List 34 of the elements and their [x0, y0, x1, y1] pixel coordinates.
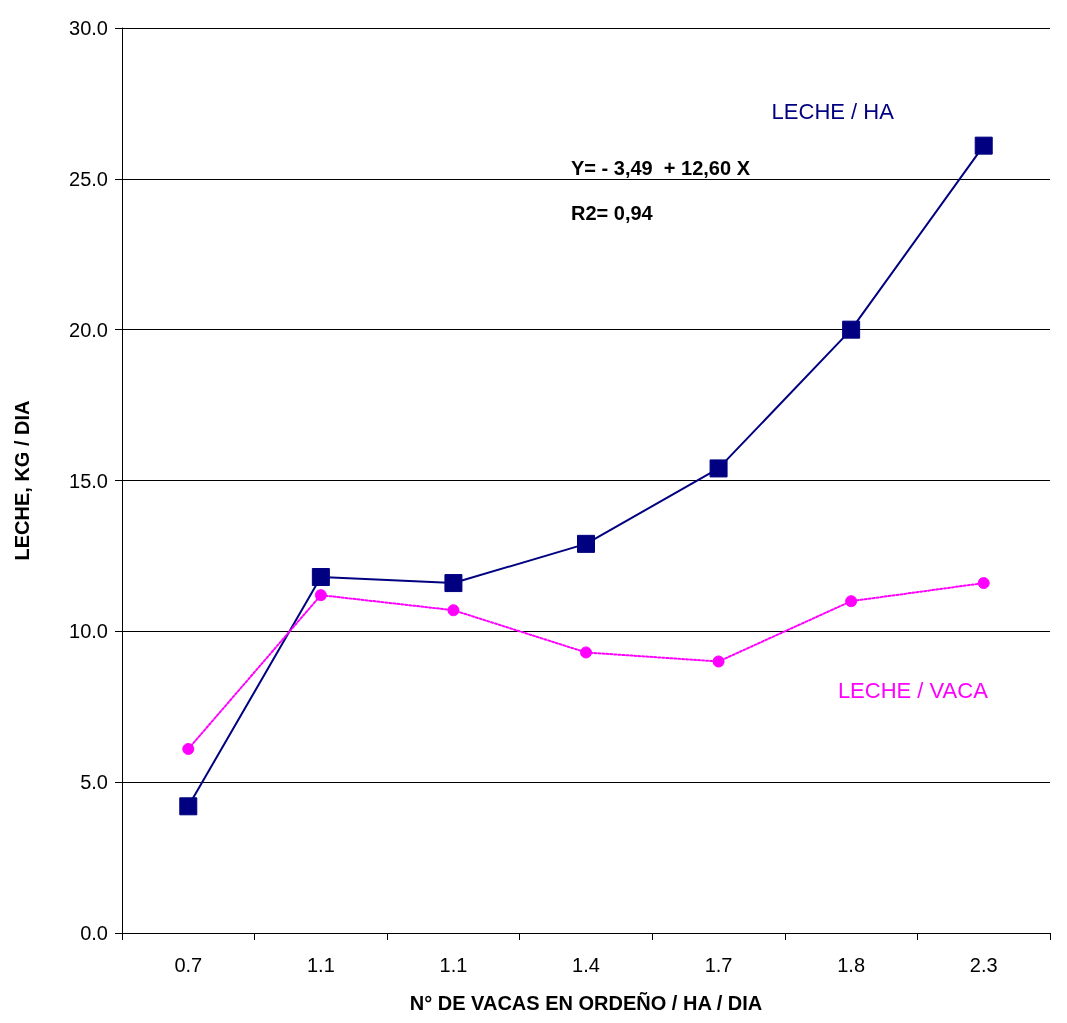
point	[577, 534, 595, 553]
point	[845, 595, 858, 608]
y-tick-label: 5.0	[80, 771, 108, 794]
point	[842, 320, 861, 339]
y-tick-label: 15.0	[69, 469, 108, 492]
x-tick-label: 1.7	[704, 954, 733, 976]
x-tick-label: 0.7	[174, 954, 203, 976]
x-tick-label: 1.8	[837, 954, 866, 976]
x-axis-title: N° DE VACAS EN ORDEÑO / HA / DIA	[409, 992, 763, 1014]
x-tick-label: 1.1	[306, 954, 335, 976]
y-tick-label: 10.0	[69, 620, 108, 643]
point	[311, 568, 330, 587]
text: LECHE / HA	[771, 98, 895, 124]
y-axis-title: LECHE, KG / DIA	[11, 400, 33, 561]
point	[444, 574, 463, 593]
point	[314, 589, 327, 602]
y-tick-label: 30.0	[69, 17, 108, 39]
x-tick-label: 1.4	[572, 954, 600, 976]
annotation: Y= - 3,49 + 12,60 X	[571, 156, 751, 179]
point	[974, 136, 993, 155]
x-tick-label: 2.3	[969, 954, 998, 976]
annotation: R2= 0,94	[571, 201, 654, 224]
y-tick-label: 25.0	[69, 167, 108, 190]
point	[179, 797, 198, 816]
y-tick-label: 20.0	[69, 318, 108, 341]
point	[182, 742, 195, 755]
y-tick-label: 0.0	[80, 922, 108, 944]
point	[709, 459, 728, 478]
point	[977, 577, 990, 590]
point	[712, 655, 725, 668]
point	[580, 646, 592, 659]
point	[447, 604, 460, 617]
x-tick-label: 1.1	[439, 954, 468, 976]
text: LECHE / VACA	[837, 678, 989, 704]
